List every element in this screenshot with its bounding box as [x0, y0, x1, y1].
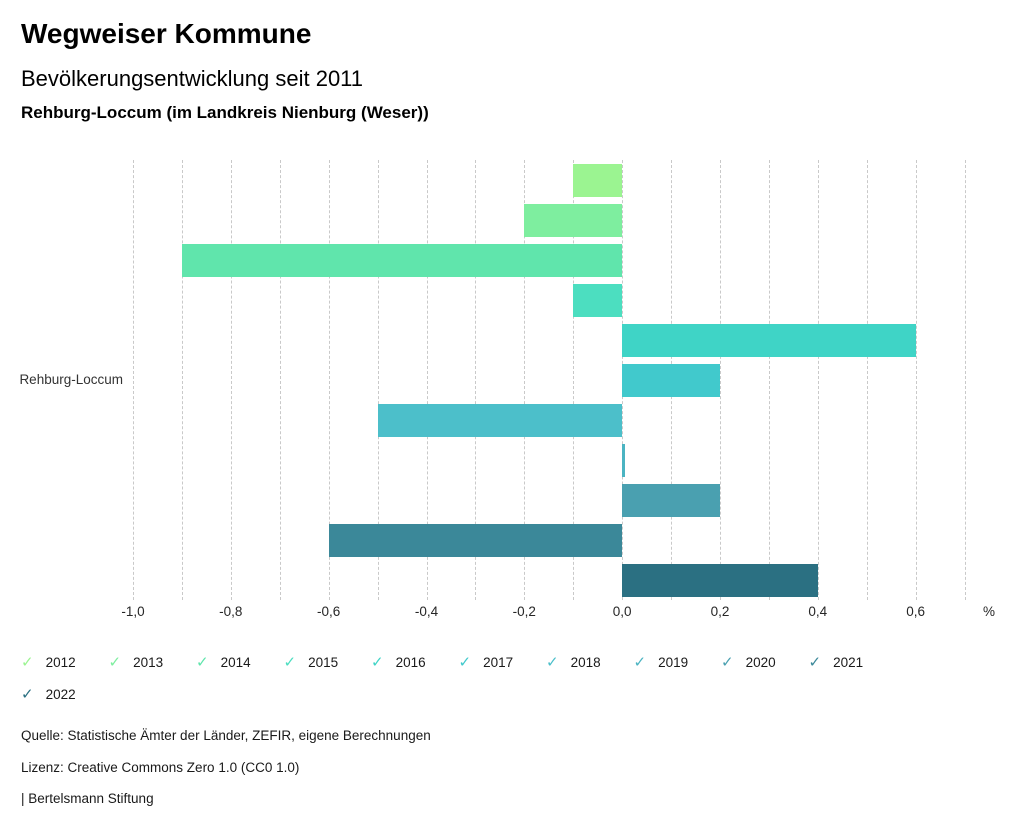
legend-item-2022[interactable]: ✓ 2022	[21, 687, 109, 702]
attribution-note: | Bertelsmann Stiftung	[21, 791, 154, 806]
legend-item-2018[interactable]: ✓ 2018	[546, 655, 634, 670]
legend-year-label: 2014	[220, 655, 251, 670]
x-tick-label: -0,6	[317, 604, 341, 619]
legend-year-label: 2019	[658, 655, 689, 670]
gridline	[181, 160, 183, 600]
legend-item-2013[interactable]: ✓ 2013	[109, 655, 197, 670]
bar-2013[interactable]	[524, 203, 623, 237]
bar-chart-plot-area	[133, 160, 989, 600]
legend-item-2015[interactable]: ✓ 2015	[284, 655, 372, 670]
bar-2019[interactable]	[622, 443, 626, 477]
legend-year-label: 2022	[45, 687, 76, 702]
legend-year-label: 2020	[745, 655, 776, 670]
check-icon: ✓	[371, 654, 384, 671]
bar-2022[interactable]	[622, 563, 818, 597]
check-icon: ✓	[808, 654, 822, 671]
bar-2015[interactable]	[573, 283, 623, 317]
legend-item-2017[interactable]: ✓ 2017	[459, 655, 547, 670]
check-icon: ✓	[458, 654, 472, 671]
gridline	[279, 160, 281, 600]
x-tick-label: -0,2	[512, 604, 536, 619]
brand-title: Wegweiser Kommune	[21, 18, 312, 49]
check-icon: ✓	[283, 654, 297, 671]
x-tick-label: -1,0	[121, 604, 145, 619]
gridline	[573, 160, 575, 600]
check-icon: ✓	[21, 686, 34, 703]
legend-year-label: 2018	[570, 655, 601, 670]
legend-item-2014[interactable]: ✓ 2014	[196, 655, 284, 670]
chart-legend-row-2: ✓ 2022	[21, 687, 109, 702]
check-icon: ✓	[196, 654, 209, 671]
legend-item-2021[interactable]: ✓ 2021	[809, 655, 897, 670]
gridline	[475, 160, 477, 600]
x-tick-label: -0,4	[414, 604, 439, 619]
check-icon: ✓	[108, 654, 122, 671]
chart-subtitle: Rehburg-Loccum (im Landkreis Nienburg (W…	[21, 103, 429, 122]
gridline	[524, 160, 526, 600]
x-axis: -1,0 -0,8 -0,6 -0,4 -0,2 0,0 0,2 0,4 0,6%	[0, 604, 1024, 624]
x-tick-label: -0,8	[219, 604, 243, 619]
legend-item-2020[interactable]: ✓ 2020	[721, 655, 809, 670]
legend-year-label: 2016	[395, 655, 426, 670]
gridline	[328, 160, 330, 600]
legend-item-2016[interactable]: ✓ 2016	[371, 655, 459, 670]
bar-2016[interactable]	[622, 323, 916, 357]
bar-2018[interactable]	[377, 403, 623, 437]
x-axis-unit-label: %	[982, 604, 996, 619]
gridline	[866, 160, 868, 600]
bar-2020[interactable]	[622, 483, 720, 517]
legend-year-label: 2013	[133, 655, 164, 670]
bar-2017[interactable]	[622, 363, 720, 397]
gridline	[817, 160, 819, 600]
source-note: Quelle: Statistische Ämter der Länder, Z…	[21, 728, 431, 743]
legend-item-2019[interactable]: ✓ 2019	[634, 655, 722, 670]
gridline	[720, 160, 721, 600]
legend-year-label: 2015	[308, 655, 339, 670]
gridline	[230, 160, 232, 600]
check-icon: ✓	[546, 654, 559, 671]
license-note: Lizenz: Creative Commons Zero 1.0 (CC0 1…	[21, 760, 300, 775]
legend-year-label: 2017	[483, 655, 514, 670]
check-icon: ✓	[21, 654, 34, 671]
y-axis-category-label: Rehburg-Loccum	[19, 372, 123, 387]
bar-2012[interactable]	[573, 163, 623, 197]
bar-2014[interactable]	[181, 243, 623, 277]
x-tick-label: 0,0	[612, 604, 632, 619]
chart-title: Bevölkerungsentwicklung seit 2011	[21, 66, 364, 91]
x-tick-label: 0,6	[906, 604, 925, 619]
check-icon: ✓	[633, 654, 647, 671]
check-icon: ✓	[721, 654, 734, 671]
bar-2021[interactable]	[328, 523, 623, 557]
gridline	[915, 160, 917, 600]
gridline	[426, 160, 428, 600]
gridline	[133, 160, 134, 600]
gridline	[377, 160, 379, 600]
legend-year-label: 2012	[45, 655, 76, 670]
x-tick-label: 0,4	[808, 604, 828, 619]
legend-item-2012[interactable]: ✓ 2012	[21, 655, 109, 670]
legend-year-label: 2021	[833, 655, 864, 670]
gridline	[768, 160, 770, 600]
chart-legend-row-1: ✓ 2012 ✓ 2013 ✓ 2014 ✓ 2015 ✓ 2016 ✓ 2017 ✓ 2018 ✓ 2019…	[21, 655, 896, 670]
x-tick-label: 0,2	[710, 604, 730, 619]
gridline	[964, 160, 966, 600]
